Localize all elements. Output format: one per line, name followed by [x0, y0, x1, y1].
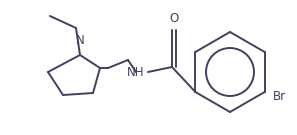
Text: O: O — [169, 12, 178, 25]
Text: NH: NH — [127, 65, 144, 78]
Text: Br: Br — [273, 90, 286, 102]
Text: N: N — [76, 34, 84, 47]
